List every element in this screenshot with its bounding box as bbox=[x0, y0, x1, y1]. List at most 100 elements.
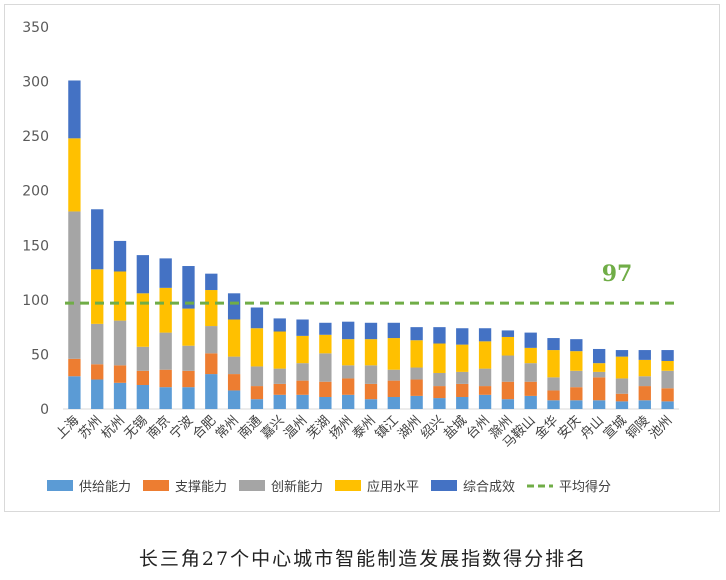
bar-segment bbox=[615, 350, 629, 357]
bar-segment bbox=[296, 319, 309, 336]
x-tick-label: 南通 bbox=[235, 413, 265, 443]
bar-segment bbox=[570, 400, 583, 409]
x-tick-label: 杭州 bbox=[99, 413, 128, 442]
bar-segment bbox=[319, 353, 332, 382]
bar-segment bbox=[182, 387, 195, 409]
bar-segment bbox=[524, 347, 537, 364]
bar-segment bbox=[364, 322, 378, 340]
bar-segment bbox=[136, 384, 150, 409]
y-tick-label: 200 bbox=[22, 184, 49, 200]
bar-segment bbox=[501, 336, 515, 356]
bar-segment bbox=[570, 339, 583, 352]
x-tick-label: 池州 bbox=[646, 413, 675, 442]
legend-swatch bbox=[239, 480, 265, 491]
bar-segment bbox=[296, 380, 309, 395]
bar-segment bbox=[524, 395, 537, 409]
bar-segment bbox=[661, 350, 674, 361]
x-tick-label: 宁波 bbox=[167, 413, 197, 443]
legend-swatch bbox=[47, 480, 73, 491]
legend-swatch bbox=[335, 480, 361, 491]
bar-segment bbox=[250, 386, 264, 400]
bar-segment bbox=[570, 370, 583, 388]
y-tick-label: 150 bbox=[22, 238, 49, 254]
bar-segment bbox=[113, 271, 127, 321]
bar-segment bbox=[182, 345, 195, 371]
y-tick-label: 50 bbox=[31, 347, 49, 363]
bar-segment bbox=[638, 359, 651, 377]
y-tick-label: 350 bbox=[22, 20, 49, 36]
bar-segment bbox=[638, 386, 651, 401]
bar-segment bbox=[615, 393, 629, 402]
bar-segment bbox=[159, 369, 172, 388]
bar-segment bbox=[227, 374, 241, 391]
x-tick-label: 舟山 bbox=[578, 413, 607, 442]
x-tick-label: 铜陵 bbox=[624, 413, 653, 442]
bar-segment bbox=[433, 343, 446, 373]
bar-segment bbox=[342, 339, 355, 366]
bar-segment bbox=[182, 266, 195, 309]
bar-segment bbox=[273, 331, 286, 369]
x-tick-label: 镇江 bbox=[373, 413, 402, 442]
bar-segment bbox=[250, 328, 264, 367]
bar-segment bbox=[661, 360, 674, 371]
bar-segment bbox=[524, 363, 537, 382]
bar-segment bbox=[387, 322, 400, 339]
bar-segment bbox=[547, 400, 560, 409]
bar-segment bbox=[410, 395, 423, 409]
bar-segment bbox=[91, 364, 104, 380]
bar-segment bbox=[113, 382, 127, 409]
bar-segment bbox=[478, 368, 492, 387]
legend-swatch bbox=[143, 480, 169, 491]
bar-segment bbox=[364, 365, 378, 384]
bar-segment bbox=[91, 209, 104, 270]
bar-segment bbox=[387, 380, 400, 397]
bar-segment bbox=[250, 307, 264, 329]
x-tick-label: 常州 bbox=[213, 413, 242, 442]
bar-segment bbox=[638, 376, 651, 387]
y-tick-label: 250 bbox=[22, 129, 49, 145]
bar-segment bbox=[478, 341, 492, 369]
bar-segment bbox=[478, 328, 492, 342]
bar-segment bbox=[205, 290, 218, 327]
x-tick-label: 宣城 bbox=[600, 413, 630, 443]
bar-segment bbox=[524, 332, 537, 348]
bar-segment bbox=[547, 338, 560, 351]
x-tick-label: 无锡 bbox=[122, 413, 151, 442]
bar-segment bbox=[273, 368, 286, 384]
bar-segment bbox=[159, 332, 172, 370]
bar-segment bbox=[91, 269, 104, 324]
bar-segment bbox=[273, 383, 286, 395]
bar-segment bbox=[592, 377, 606, 401]
x-tick-label: 合肥 bbox=[190, 413, 219, 442]
bar-segment bbox=[364, 383, 378, 400]
stacked-bar-chart: 0 50 100 150 200 250 300 350 上海苏州杭州无锡南京宁波合肥常州南通嘉… bbox=[22, 20, 679, 495]
bar-segment bbox=[342, 394, 355, 409]
bar-segment bbox=[387, 369, 400, 381]
bar-segment bbox=[456, 396, 469, 409]
x-tick-label: 上海 bbox=[53, 413, 82, 442]
bar-segment bbox=[136, 370, 150, 385]
bar-segment bbox=[410, 367, 423, 380]
bar-segment bbox=[547, 377, 560, 391]
bar-segment bbox=[296, 394, 309, 409]
bar-segment bbox=[205, 273, 218, 291]
bar-segment bbox=[113, 240, 127, 272]
bar-segment bbox=[433, 372, 446, 387]
bar-segment bbox=[113, 320, 127, 366]
bar-segment bbox=[456, 328, 469, 345]
bar-segment bbox=[68, 358, 81, 377]
bar-segment bbox=[615, 356, 629, 379]
bar-segment bbox=[478, 386, 492, 395]
x-tick-label: 金华 bbox=[532, 413, 562, 443]
bar-segment bbox=[205, 353, 218, 375]
bar-segment bbox=[91, 323, 104, 365]
bar-segment bbox=[661, 388, 674, 402]
bar-segment bbox=[615, 378, 629, 394]
bar-segment bbox=[319, 322, 332, 335]
average-label: 97 bbox=[602, 261, 633, 287]
bar-segment bbox=[456, 371, 469, 384]
bar-segment bbox=[478, 394, 492, 409]
bar-segment bbox=[205, 374, 218, 409]
bar-segment bbox=[501, 355, 515, 382]
bar-segment bbox=[456, 383, 469, 397]
